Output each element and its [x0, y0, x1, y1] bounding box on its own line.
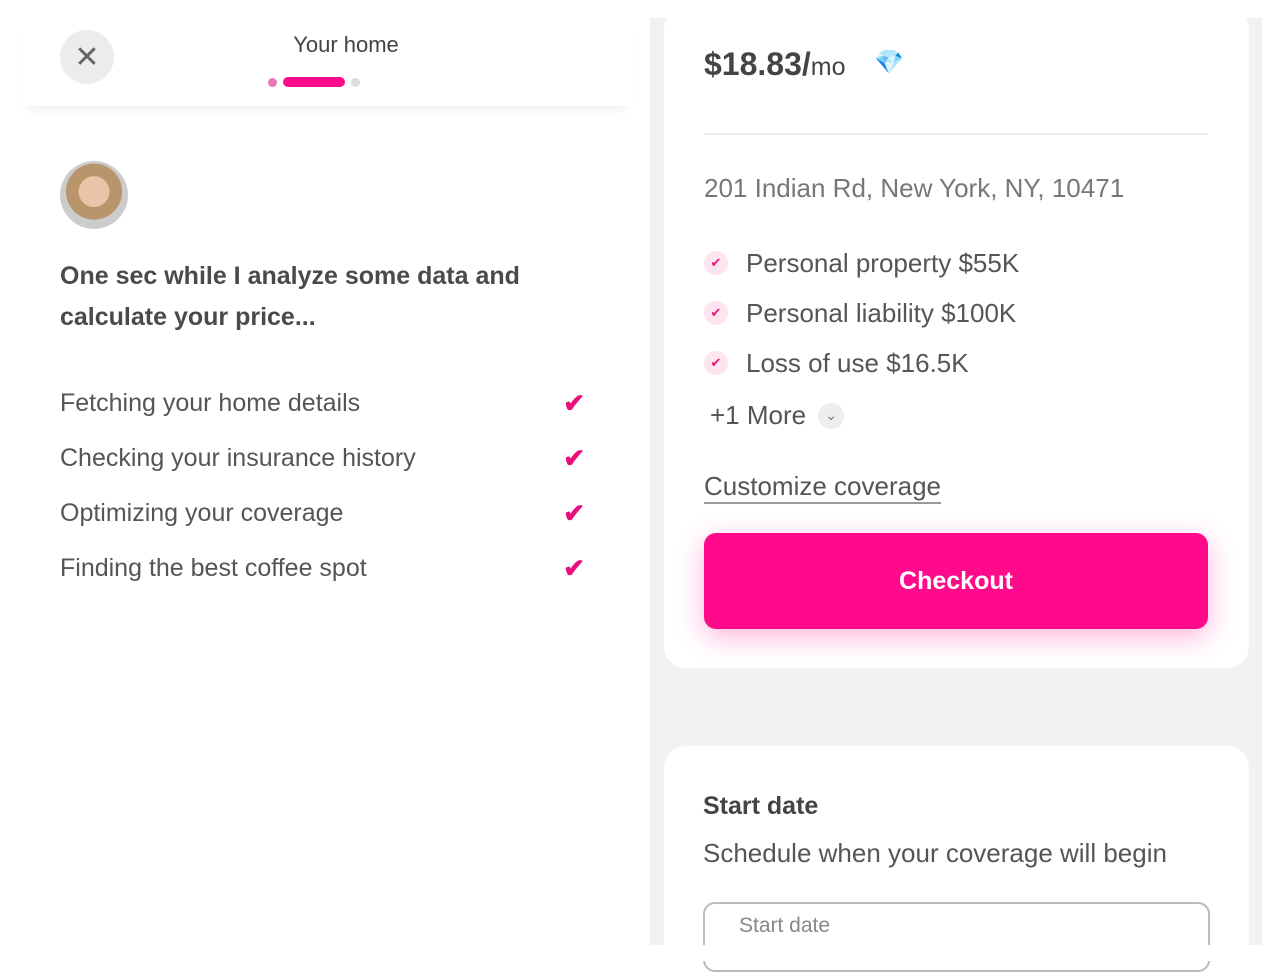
- check-icon: ✔: [704, 351, 728, 375]
- quote-card: $18.83/mo 💎 201 Indian Rd, New York, NY,…: [664, 8, 1249, 668]
- close-button[interactable]: ✕: [60, 30, 114, 84]
- coverage-list: ✔ Personal property $55K ✔ Personal liabil…: [704, 238, 1019, 388]
- step-item: Checking your insurance history ✔: [60, 443, 585, 473]
- check-icon: ✔: [563, 388, 585, 418]
- check-icon: ✔: [704, 251, 728, 275]
- address: 201 Indian Rd, New York, NY, 10471: [704, 173, 1125, 203]
- check-icon: ✔: [563, 498, 585, 528]
- page-title: Your home: [293, 32, 399, 57]
- loading-message: One sec while I analyze some data and ca…: [60, 262, 520, 331]
- progress-dot-pending: [351, 77, 360, 87]
- divider: [704, 133, 1208, 135]
- check-icon: ✔: [563, 553, 585, 583]
- loading-panel: ✕ Your home One sec while I analyze some…: [0, 0, 650, 945]
- diamond-icon: 💎: [874, 49, 904, 76]
- start-date-heading: Start date: [703, 792, 819, 820]
- coverage-item: ✔ Personal liability $100K: [704, 288, 1019, 338]
- more-coverages-toggle[interactable]: +1 More ⌄: [710, 400, 845, 431]
- step-item: Fetching your home details ✔: [60, 388, 585, 418]
- price: $18.83/mo: [704, 46, 846, 82]
- start-date-input[interactable]: Start date▬: [703, 902, 1210, 972]
- coverage-item: ✔ Personal property $55K: [704, 238, 1019, 288]
- quote-panel: $18.83/mo 💎 201 Indian Rd, New York, NY,…: [650, 8, 1262, 972]
- step-item: Optimizing your coverage ✔: [60, 498, 585, 528]
- customize-coverage-link[interactable]: Customize coverage: [704, 470, 941, 504]
- step-list: Fetching your home details ✔ Checking you…: [60, 376, 585, 596]
- agent-avatar: [60, 161, 128, 229]
- progress-dot-done: [268, 77, 277, 87]
- coverage-item: ✔ Loss of use $16.5K: [704, 338, 1019, 388]
- progress-bar-current: [283, 77, 345, 87]
- check-icon: ✔: [563, 443, 585, 473]
- start-date-card: Start date Schedule when your coverage w…: [664, 746, 1249, 972]
- check-icon: ✔: [704, 301, 728, 325]
- checkout-button[interactable]: Checkout: [704, 533, 1208, 629]
- chevron-down-icon: ⌄: [818, 402, 845, 429]
- progress-indicator: [268, 77, 360, 87]
- header: ✕ Your home: [20, 18, 632, 106]
- bottom-edge: [0, 945, 1280, 961]
- close-icon: ✕: [74, 40, 100, 74]
- start-date-subtitle: Schedule when your coverage will begin: [703, 838, 1167, 868]
- step-item: Finding the best coffee spot ✔: [60, 553, 585, 583]
